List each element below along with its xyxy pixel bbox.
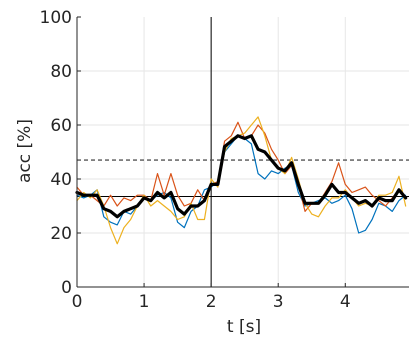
x-axis-label: t [s] xyxy=(227,317,261,337)
series-line-1 xyxy=(76,135,407,234)
x-tick-label: 3 xyxy=(273,292,284,312)
reference-lines xyxy=(77,17,409,287)
y-tick-label: 100 xyxy=(40,8,72,28)
x-tick-label: 2 xyxy=(206,292,217,312)
data-series xyxy=(75,116,408,245)
series-line-2 xyxy=(76,121,407,212)
x-tick-label: 1 xyxy=(139,292,150,312)
y-tick-label: 40 xyxy=(50,170,72,190)
y-tick-label: 0 xyxy=(61,278,72,298)
y-axis-label: acc [%] xyxy=(15,119,35,183)
axes xyxy=(76,16,409,288)
y-tick-label: 80 xyxy=(50,62,72,82)
y-tick-label: 60 xyxy=(50,116,72,136)
x-tick-label: 0 xyxy=(72,292,83,312)
y-tick-label: 20 xyxy=(50,224,72,244)
grid-lines xyxy=(77,17,409,287)
series-line-mean xyxy=(75,134,408,219)
x-tick-label: 4 xyxy=(340,292,351,312)
